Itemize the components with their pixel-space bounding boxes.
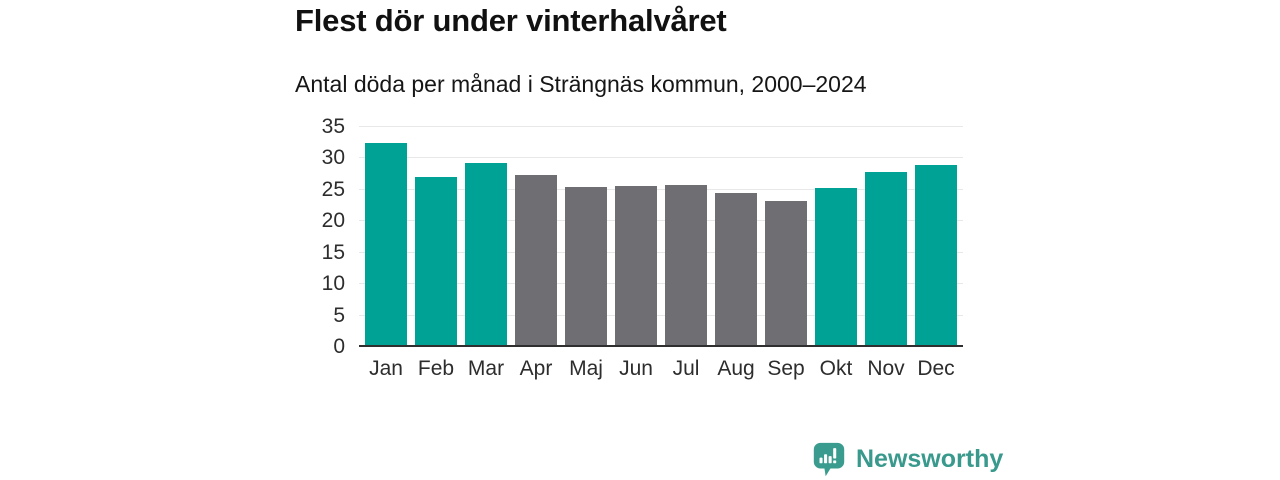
bar-maj — [565, 187, 607, 345]
x-tick-label: Okt — [819, 357, 853, 380]
x-tick-label: Feb — [417, 357, 455, 380]
x-tick-label: Nov — [867, 357, 905, 380]
gridline — [359, 157, 963, 159]
bar-feb — [415, 177, 457, 345]
brand-logo: Newsworthy — [810, 440, 1003, 478]
gridline — [359, 283, 963, 285]
bar-mar — [465, 163, 507, 345]
x-tick-label: Jan — [369, 357, 403, 380]
gridline — [359, 314, 963, 316]
bar-sep — [765, 201, 807, 345]
bar-okt — [815, 187, 857, 345]
gridline — [359, 220, 963, 222]
y-axis-labels: 0 5 10 15 20 25 30 35 — [287, 115, 345, 358]
gridline — [359, 251, 963, 253]
brand-name: Newsworthy — [856, 444, 1004, 473]
bar-jul — [665, 185, 707, 345]
newsworthy-logo-icon — [810, 440, 848, 478]
y-tick-label: 5 — [333, 303, 345, 327]
chart-title: Flest dör under vinterhalvåret — [295, 3, 727, 38]
x-tick-label: Maj — [569, 357, 603, 380]
y-tick-label: 10 — [321, 272, 345, 296]
x-tick-label: Jul — [672, 357, 700, 380]
gridline — [359, 188, 963, 190]
bar-apr — [515, 174, 557, 345]
bar-jun — [615, 185, 657, 345]
y-tick-label: 35 — [321, 115, 345, 138]
y-tick-label: 25 — [321, 177, 345, 201]
plot-area — [359, 126, 963, 347]
x-tick-label: Apr — [519, 357, 553, 380]
y-tick-label: 20 — [321, 209, 345, 233]
x-axis-labels: Jan Feb Mar Apr Maj Jun Jul Aug Sep Okt Nov Dec — [359, 356, 963, 384]
bar-aug — [715, 192, 757, 345]
gridline — [359, 126, 963, 127]
x-tick-label: Aug — [717, 357, 755, 380]
y-tick-label: 30 — [321, 146, 345, 170]
chart-subtitle: Antal döda per månad i Strängnäs kommun,… — [295, 71, 867, 97]
bar-dec — [915, 164, 957, 345]
x-tick-label: Jun — [619, 357, 653, 380]
y-tick-label: 15 — [321, 240, 345, 264]
bar-nov — [865, 171, 907, 345]
bar-jan — [365, 142, 407, 345]
y-tick-label: 0 — [333, 335, 345, 358]
x-tick-label: Mar — [467, 357, 505, 380]
x-tick-label: Sep — [767, 357, 805, 380]
x-tick-label: Dec — [917, 357, 955, 380]
